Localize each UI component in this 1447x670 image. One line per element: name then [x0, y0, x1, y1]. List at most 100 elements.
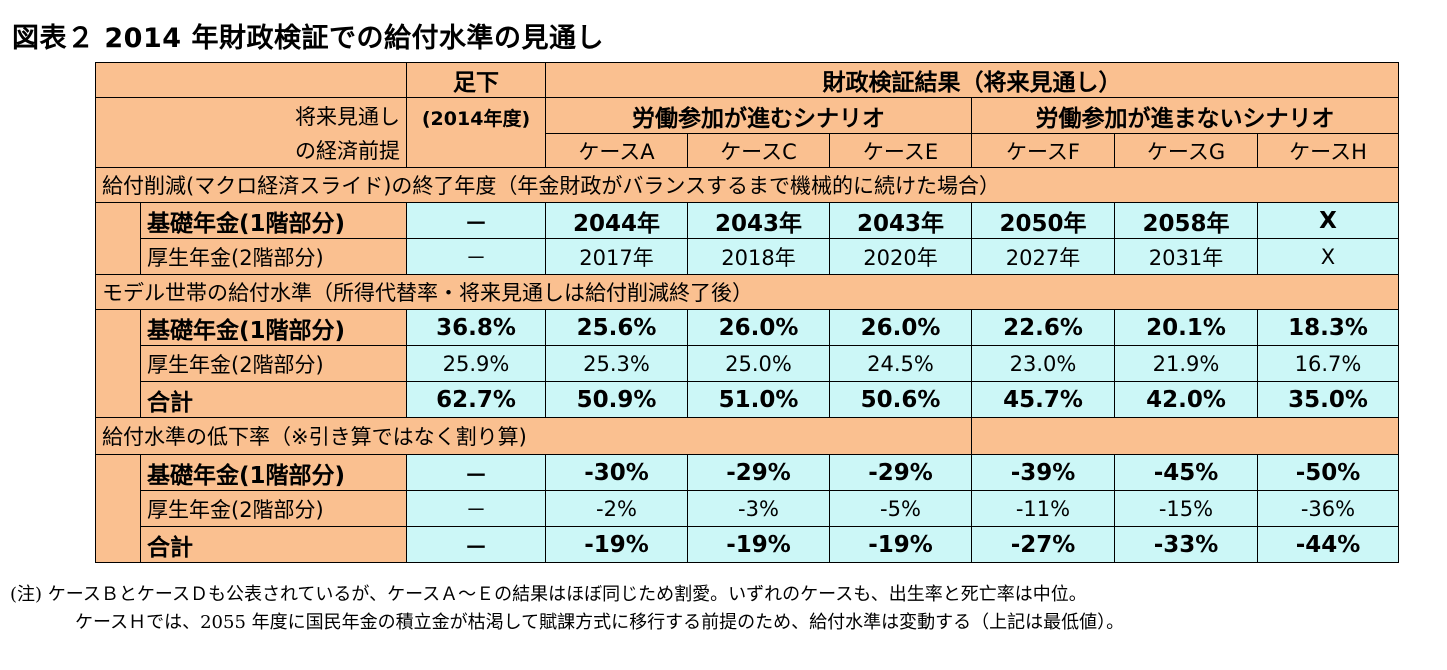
value-cell: -5%	[829, 490, 972, 527]
header-row-3: の経済前提 ケースA ケースC ケースE ケースF ケースG ケースH	[95, 133, 1399, 168]
value-cell: 2043年	[687, 202, 830, 239]
value-cell: 45.7%	[971, 381, 1115, 418]
benefit-level-table: 足下 財政検証結果（将来見通し） 将来見通し (2014年度) 労働参加が進むシ…	[95, 62, 1399, 563]
value-cell: -36%	[1257, 490, 1399, 527]
section-heading: モデル世帯の給付水準（所得代替率・将来見通しは給付削減終了後）	[95, 274, 1399, 310]
case-header: ケースC	[687, 133, 830, 168]
section-heading-row: モデル世帯の給付水準（所得代替率・将来見通しは給付削減終了後）	[95, 274, 1399, 310]
row-label: 厚生年金(2階部分)	[140, 345, 407, 382]
value-cell: 2043年	[829, 202, 972, 239]
value-cell: 25.6%	[545, 309, 688, 346]
row-label-line-2: の経済前提	[95, 133, 407, 168]
value-cell: 16.7%	[1257, 345, 1399, 382]
value-cell: 62.7%	[406, 381, 546, 418]
value-cell: -50%	[1257, 454, 1399, 491]
scenario-b-header: 労働参加が進まないシナリオ	[971, 97, 1399, 134]
table-row: 厚生年金(2階部分) － 2017年 2018年 2020年 2027年 2031年 X	[96, 238, 1399, 275]
value-cell: 23.0%	[971, 345, 1115, 382]
value-cell: 50.9%	[545, 381, 688, 418]
value-cell: 22.6%	[971, 309, 1115, 346]
results-header: 財政検証結果（将来見通し）	[545, 62, 1399, 98]
value-cell: 26.0%	[829, 309, 972, 346]
value-cell: 20.1%	[1114, 309, 1258, 346]
row-label: 厚生年金(2階部分)	[140, 490, 407, 527]
case-header: ケースG	[1114, 133, 1258, 168]
value-cell: -19%	[829, 526, 972, 563]
value-cell: X	[1257, 238, 1399, 275]
section-heading: 給付削減(マクロ経済スライド)の終了年度（年金財政がバランスするまで機械的に続け…	[95, 167, 1399, 203]
value-cell: －	[406, 202, 546, 239]
value-cell: 2058年	[1114, 202, 1258, 239]
table-row: 基礎年金(1階部分) － 2044年 2043年 2043年 2050年 2058年 X	[95, 202, 1399, 275]
page-title: 図表２ 2014 年財政検証での給付水準の見通し	[12, 23, 604, 54]
header-blank-cell	[95, 62, 407, 98]
value-cell: 24.5%	[829, 345, 972, 382]
value-cell: 2027年	[971, 238, 1115, 275]
value-cell: 2020年	[829, 238, 972, 275]
value-cell: 25.9%	[406, 345, 546, 382]
value-cell: －	[406, 526, 546, 563]
value-cell: 2018年	[687, 238, 830, 275]
row-label: 基礎年金(1階部分)	[140, 202, 407, 239]
table-row: 厚生年金(2階部分) 25.9% 25.3% 25.0% 24.5% 23.0% 21.9%…	[96, 345, 1399, 382]
current-year-header: (2014年度)	[406, 97, 546, 168]
value-cell: -19%	[687, 526, 830, 563]
value-cell: －	[406, 238, 546, 275]
header-row-1: 足下 財政検証結果（将来見通し）	[95, 62, 1399, 98]
value-cell: -44%	[1257, 526, 1399, 563]
case-header: ケースE	[829, 133, 972, 168]
value-cell: -11%	[971, 490, 1115, 527]
footnote-2: ケースＨでは、2055 年度に国民年金の積立金が枯渇して賦課方式に移行する前提の…	[75, 612, 1125, 633]
indent-cell	[95, 202, 141, 275]
value-cell: 21.9%	[1114, 345, 1258, 382]
section-heading-row: 給付削減(マクロ経済スライド)の終了年度（年金財政がバランスするまで機械的に続け…	[95, 167, 1399, 203]
value-cell: 50.6%	[829, 381, 972, 418]
value-cell: 2050年	[971, 202, 1115, 239]
header-row-2: 将来見通し (2014年度) 労働参加が進むシナリオ 労働参加が進まないシナリオ	[95, 97, 1399, 168]
indent-cell	[95, 454, 141, 563]
section-heading-row: 給付水準の低下率（※引き算ではなく割り算)	[95, 417, 1399, 455]
row-label: 基礎年金(1階部分)	[140, 454, 407, 491]
value-cell: 26.0%	[687, 309, 830, 346]
section-heading: 給付水準の低下率（※引き算ではなく割り算)	[95, 417, 972, 455]
value-cell: -19%	[545, 526, 688, 563]
value-cell: 42.0%	[1114, 381, 1258, 418]
row-label: 基礎年金(1階部分)	[140, 309, 407, 346]
row-label-line-1: 将来見通し	[95, 97, 407, 134]
case-header: ケースA	[545, 133, 688, 168]
value-cell: 35.0%	[1257, 381, 1399, 418]
table-row: 合計 62.7% 50.9% 51.0% 50.6% 45.7% 42.0% 35.0%	[96, 381, 1399, 418]
value-cell: -3%	[687, 490, 830, 527]
value-cell: -27%	[971, 526, 1115, 563]
footnotes: (注) ケースＢとケースＤも公表されているが、ケースＡ～Ｅの結果はほぼ同じため割…	[10, 581, 1124, 637]
section-heading-blank	[971, 417, 1399, 455]
table-body: 足下 財政検証結果（将来見通し） 将来見通し (2014年度) 労働参加が進むシ…	[95, 62, 1399, 563]
indent-cell	[95, 309, 141, 418]
value-cell: －	[406, 490, 546, 527]
value-cell: X	[1257, 202, 1399, 239]
value-cell: -2%	[545, 490, 688, 527]
value-cell: -15%	[1114, 490, 1258, 527]
current-header: 足下	[406, 62, 546, 98]
case-header: ケースF	[971, 133, 1115, 168]
footnote-1: (注) ケースＢとケースＤも公表されているが、ケースＡ～Ｅの結果はほぼ同じため割…	[10, 584, 1087, 605]
row-label: 厚生年金(2階部分)	[140, 238, 407, 275]
table-row: 厚生年金(2階部分) － -2% -3% -5% -11% -15% -36%	[96, 490, 1399, 527]
table-row: 基礎年金(1階部分) 36.8% 25.6% 26.0% 26.0% 22.6% 20.1%…	[95, 309, 1399, 418]
value-cell: -33%	[1114, 526, 1258, 563]
value-cell: －	[406, 454, 546, 491]
value-cell: 51.0%	[687, 381, 830, 418]
value-cell: -29%	[829, 454, 972, 491]
value-cell: 18.3%	[1257, 309, 1399, 346]
case-header: ケースH	[1257, 133, 1399, 168]
value-cell: -30%	[545, 454, 688, 491]
value-cell: -39%	[971, 454, 1115, 491]
value-cell: -29%	[687, 454, 830, 491]
value-cell: 25.0%	[687, 345, 830, 382]
value-cell: -45%	[1114, 454, 1258, 491]
table-row: 基礎年金(1階部分) － -30% -29% -29% -39% -45% -50%	[95, 454, 1399, 563]
value-cell: 2044年	[545, 202, 688, 239]
value-cell: 2017年	[545, 238, 688, 275]
value-cell: 36.8%	[406, 309, 546, 346]
table-row: 合計－ -19% -19% -19% -27% -33% -44%	[96, 526, 1399, 563]
